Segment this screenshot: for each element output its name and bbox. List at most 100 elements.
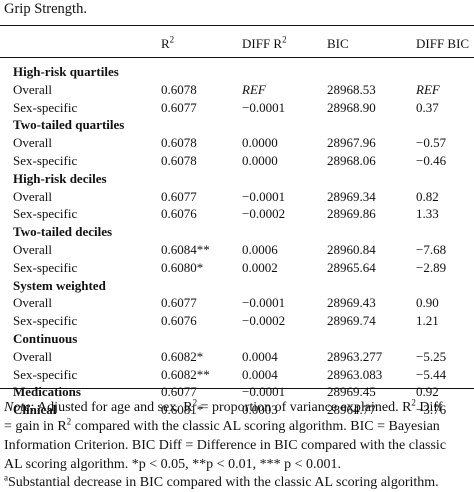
- diff-bic-cell: −3.76: [416, 402, 447, 417]
- diff-r2-cell: −0.0002: [242, 313, 286, 328]
- r2-cell: 0.6077: [161, 100, 197, 115]
- diff-r2-cell: −0.0002: [242, 206, 286, 221]
- group-header-row: High-risk quartiles: [0, 64, 474, 81]
- row-label: Overall: [13, 189, 52, 204]
- note-line-4: AL scoring algorithm. *p < 0.05, **p < 0…: [4, 457, 341, 472]
- note-line-2: = gain in R2 compared with the classic A…: [4, 416, 440, 434]
- note-line-3: Information Criterion. BIC Diff = Differ…: [4, 438, 447, 453]
- diff-r2-cell: 0.0000: [242, 153, 278, 168]
- diff-r2-cell: 0.0002: [242, 260, 278, 275]
- r2-cell: 0.6076: [161, 206, 197, 221]
- table-row: Sex-specific 0.6076 −0.0002 28969.74 1.21: [0, 313, 474, 330]
- diff-bic-cell: −2.89: [416, 260, 447, 275]
- r2-cell: 0.6080*: [161, 260, 204, 275]
- group-header-row: Two-tailed deciles: [0, 224, 474, 241]
- note-lead: Note: [4, 400, 31, 415]
- diff-bic-cell: 0.37: [416, 100, 439, 115]
- diff-bic-cell: −0.46: [416, 153, 447, 168]
- r2-cell: 0.6084**: [161, 242, 210, 257]
- diff-bic-cell: −5.44: [416, 367, 447, 382]
- diff-r2-cell: −0.0001: [242, 100, 286, 115]
- diff-bic-cell: −7.68: [416, 242, 447, 257]
- r2-cell: 0.6077: [161, 384, 197, 399]
- diff-bic-cell: −5.25: [416, 349, 447, 364]
- diff-r2-cell: 0.0004: [242, 349, 278, 364]
- diff-bic-cell: 0.82: [416, 189, 439, 204]
- r2-cell: 0.6078: [161, 135, 197, 150]
- table-row: Overall 0.6077 −0.0001 28969.34 0.82: [0, 189, 474, 206]
- table-row: Overall 0.6078 0.0000 28967.96 −0.57: [0, 135, 474, 152]
- r2-cell: 0.6082*: [161, 349, 204, 364]
- bic-cell: 28964.77: [327, 402, 376, 417]
- r2-cell: 0.6078: [161, 82, 197, 97]
- table-row: Overall 0.6078 REF 28968.53 REF: [0, 82, 474, 99]
- diff-bic-cell: 0.92: [416, 384, 439, 399]
- row-label: Clinical: [13, 402, 57, 417]
- group-header-row: System weighted: [0, 278, 474, 295]
- diff-bic-cell: 0.90: [416, 295, 439, 310]
- table-row: Sex-specific 0.6080* 0.0002 28965.64 −2.89: [0, 260, 474, 277]
- diff-r2-cell: −0.0001: [242, 189, 286, 204]
- row-label: Overall: [13, 349, 52, 364]
- bic-cell: 28969.34: [327, 189, 376, 204]
- r2-cell: 0.6076: [161, 313, 197, 328]
- bottom-rule: [0, 388, 474, 389]
- row-label: Sex-specific: [13, 153, 78, 168]
- group-header-row: Two-tailed quartiles: [0, 117, 474, 134]
- note-line-1: Note: Adjusted for age and sex. R2 = pro…: [4, 397, 443, 415]
- row-label: Sex-specific: [13, 260, 78, 275]
- bic-cell: 28968.53: [327, 82, 376, 97]
- table-row: Overall 0.6077 −0.0001 28969.43 0.90: [0, 295, 474, 312]
- r2-cell: 0.6077: [161, 189, 197, 204]
- diff-bic-cell: −0.57: [416, 135, 447, 150]
- r2-cell: 0.6082**: [161, 367, 210, 382]
- group-header-row: High-risk deciles: [0, 171, 474, 188]
- diff-bic-cell: 1.33: [416, 206, 439, 221]
- r2-cell: 0.6081*: [161, 402, 204, 417]
- top-rule: [0, 25, 474, 26]
- table-row: Sex-specific 0.6082** 0.0004 28963.083 −5.44: [0, 367, 474, 384]
- group-label: Two-tailed quartiles: [13, 117, 125, 132]
- diff-r2-cell: REF: [242, 82, 266, 97]
- table-row: Medications 0.6077 −0.0001 28969.45 0.92: [0, 384, 474, 401]
- row-label: Sex-specific: [13, 367, 78, 382]
- header-bic: BIC: [327, 36, 349, 51]
- bic-cell: 28969.86: [327, 206, 376, 221]
- row-label: Sex-specific: [13, 313, 78, 328]
- header-diff-r2: DIFF R2: [242, 34, 287, 51]
- diff-r2-cell: −0.0001: [242, 384, 286, 399]
- table-row: Sex-specific 0.6076 −0.0002 28969.86 1.33: [0, 206, 474, 223]
- group-label: High-risk deciles: [13, 171, 107, 186]
- header-r2: R2: [161, 34, 175, 51]
- bic-cell: 28968.90: [327, 100, 376, 115]
- footnote-a: aSubstantial decrease in BIC compared wi…: [4, 472, 439, 490]
- diff-r2-cell: 0.0003: [242, 402, 278, 417]
- bic-cell: 28963.083: [327, 367, 383, 382]
- group-label: System weighted: [13, 278, 106, 293]
- table-row: Overall 0.6084** 0.0006 28960.84 −7.68: [0, 242, 474, 259]
- table-row: Clinical 0.6081* 0.0003 28964.77 −3.76: [0, 402, 474, 419]
- bic-cell: 28968.06: [327, 153, 376, 168]
- bic-cell: 28965.64: [327, 260, 376, 275]
- row-label: Medications: [13, 384, 81, 399]
- row-label: Overall: [13, 135, 52, 150]
- r2-cell: 0.6077: [161, 295, 197, 310]
- row-label: Sex-specific: [13, 100, 78, 115]
- group-label: Continuous: [13, 331, 78, 346]
- table-row: Sex-specific 0.6077 −0.0001 28968.90 0.37: [0, 100, 474, 117]
- row-label: Sex-specific: [13, 206, 78, 221]
- table-caption: Grip Strength.: [4, 1, 87, 17]
- bic-cell: 28967.96: [327, 135, 376, 150]
- bic-cell: 28969.45: [327, 384, 376, 399]
- row-label: Overall: [13, 295, 52, 310]
- row-label: Overall: [13, 82, 52, 97]
- diff-r2-cell: 0.0004: [242, 367, 278, 382]
- table-row: Overall 0.6082* 0.0004 28963.277 −5.25: [0, 349, 474, 366]
- group-header-row: Continuous: [0, 331, 474, 348]
- table-row: Sex-specific 0.6078 0.0000 28968.06 −0.46: [0, 153, 474, 170]
- diff-r2-cell: −0.0001: [242, 295, 286, 310]
- bic-cell: 28969.74: [327, 313, 376, 328]
- bic-cell: 28963.277: [327, 349, 383, 364]
- diff-bic-cell: 1.21: [416, 313, 439, 328]
- diff-bic-cell: REF: [416, 82, 440, 97]
